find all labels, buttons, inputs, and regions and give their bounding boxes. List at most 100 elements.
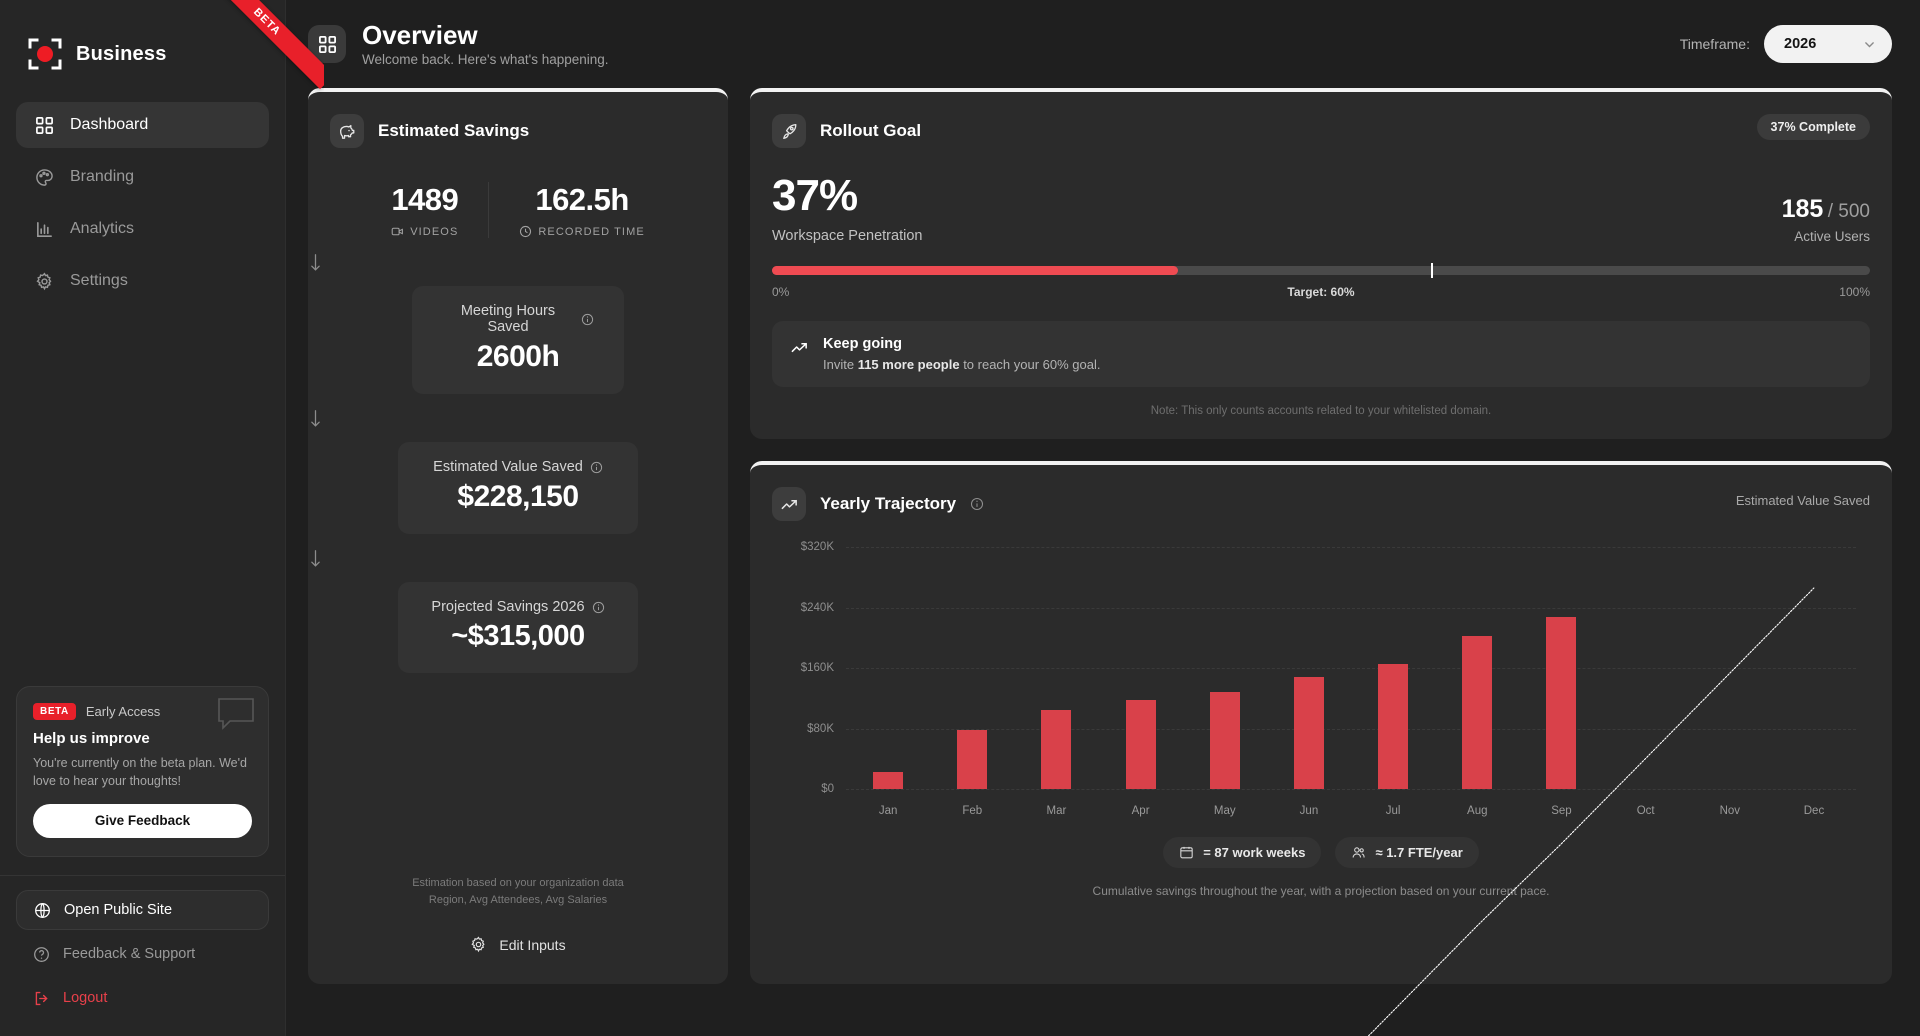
rollout-goal-card: Rollout Goal 37% Complete 37% Workspace …: [750, 88, 1892, 439]
chart-bar[interactable]: [1209, 692, 1240, 789]
timeframe-value: 2026: [1784, 36, 1817, 52]
chart-y-tick: $320K: [800, 541, 834, 553]
keep-going-title: Keep going: [823, 336, 902, 352]
kg-prefix: Invite: [823, 357, 858, 372]
chart-bar-column[interactable]: [1351, 547, 1435, 789]
sidebar-spacer: [0, 304, 285, 686]
chart-bar[interactable]: [1041, 709, 1072, 789]
grid-icon: [34, 115, 54, 135]
help-circle-icon: [32, 945, 50, 963]
chart-x-tick: Apr: [1131, 805, 1150, 817]
chart-bar-column[interactable]: [1435, 547, 1519, 789]
beta-early-access-card: BETA Early Access Help us improve You're…: [16, 685, 269, 857]
chart-y-tick: $80K: [807, 722, 834, 735]
beta-card-header: BETA Early Access: [33, 702, 252, 720]
chart-bar-column[interactable]: [1688, 547, 1772, 789]
status-badge: 37% Complete: [1756, 114, 1870, 140]
chart-bar-column[interactable]: [1014, 547, 1098, 789]
chart-bar-column[interactable]: [1267, 547, 1351, 789]
sidebar-nav: Dashboard Branding Analytics: [0, 102, 285, 304]
chart-x-tick: Feb: [962, 805, 983, 817]
globe-icon: [33, 901, 51, 919]
chart-y-axis: $0 $80K $160K $240K $320K: [776, 541, 840, 795]
gear-icon: [34, 271, 54, 291]
chart-bar[interactable]: [1378, 664, 1409, 789]
rollout-progress: 0% Target: 60% 100%: [772, 263, 1870, 299]
chart-bar-column[interactable]: [846, 547, 930, 789]
chart-bar[interactable]: [873, 772, 904, 789]
beta-card-description: You're currently on the beta plan. We'd …: [33, 755, 247, 788]
chart-gridline: [846, 668, 1856, 669]
record-dot-icon: [28, 37, 62, 71]
estimation-note-line2: Region, Avg Attendees, Avg Salaries: [428, 893, 608, 906]
logout-icon: [32, 989, 50, 1007]
chart-x-tick: Aug: [1467, 805, 1488, 817]
users-icon: [1351, 845, 1366, 860]
progress-max-label: 100%: [1839, 285, 1870, 299]
chart-bar[interactable]: [1293, 677, 1324, 789]
sidebar-item-dashboard[interactable]: Dashboard: [16, 102, 269, 148]
edit-inputs-button[interactable]: Edit Inputs: [470, 936, 566, 953]
sidebar-item-analytics[interactable]: Analytics: [16, 206, 269, 252]
info-icon[interactable]: [590, 461, 603, 474]
info-icon[interactable]: [592, 601, 605, 614]
card-header: Yearly Trajectory: [750, 465, 1892, 521]
sidebar-footer: Open Public Site Feedback & Support Logo…: [0, 890, 285, 1036]
timeframe-select[interactable]: 2026: [1764, 25, 1892, 63]
clock-icon: [519, 225, 532, 238]
stat-value: 1489: [391, 182, 459, 217]
beta-badge: BETA: [33, 702, 76, 720]
chart-x-tick: Mar: [1046, 805, 1067, 817]
card-title: Yearly Trajectory: [820, 494, 957, 513]
sidebar-item-branding[interactable]: Branding: [16, 154, 269, 200]
timeframe-control: Timeframe: 2026: [1680, 25, 1892, 63]
arrow-down-icon: [308, 252, 728, 274]
logout-button[interactable]: Logout: [16, 978, 269, 1018]
chart-chips: = 87 work weeks ≈ 1.7 FTE/year: [750, 837, 1892, 868]
sidebar-item-settings[interactable]: Settings: [16, 258, 269, 304]
info-icon[interactable]: [581, 313, 594, 326]
footer-item-label: Feedback & Support: [63, 946, 196, 962]
kg-strong: 115 more people: [857, 357, 960, 372]
chart-bar-column[interactable]: [1772, 547, 1856, 789]
chip-label: ≈ 1.7 FTE/year: [1375, 845, 1463, 860]
palette-icon: [34, 167, 54, 187]
kpi-label: Projected Savings 2026: [431, 599, 585, 615]
rollout-penetration: 37% Workspace Penetration: [772, 171, 923, 245]
chart-bar-column[interactable]: [1099, 547, 1183, 789]
chart-x-tick: May: [1213, 805, 1236, 817]
sidebar-item-label: Dashboard: [70, 116, 149, 133]
chart-bar[interactable]: [1125, 699, 1156, 789]
page-subtitle: Welcome back. Here's what's happening.: [362, 52, 609, 68]
kpi-label: Estimated Value Saved: [433, 459, 583, 475]
active-users-label: Active Users: [1794, 229, 1870, 244]
left-column: Estimated Savings 1489 VIDEOS: [308, 88, 728, 984]
chart-bar-column[interactable]: [1519, 547, 1603, 789]
page-header-text: Overview Welcome back. Here's what's hap…: [362, 21, 609, 68]
open-public-site-button[interactable]: Open Public Site: [16, 890, 269, 930]
calendar-icon: [1179, 845, 1194, 860]
stat-label: VIDEOS: [410, 225, 459, 238]
progress-target-marker: [1430, 263, 1433, 278]
chart-bar-column[interactable]: [930, 547, 1014, 789]
chart-y-tick: $0: [821, 783, 834, 795]
rollout-subtitle: Workspace Penetration: [772, 228, 923, 244]
progress-min-label: 0%: [772, 285, 790, 299]
chart-bar-column[interactable]: [1604, 547, 1688, 789]
chart-bar[interactable]: [1546, 616, 1577, 789]
rollout-percent: 37%: [772, 171, 858, 220]
stat-label-wrap: RECORDED TIME: [519, 225, 644, 238]
give-feedback-button[interactable]: Give Feedback: [33, 804, 252, 838]
brand[interactable]: Business: [0, 0, 285, 82]
chart-bar[interactable]: [1462, 636, 1493, 789]
chart-y-tick: $240K: [800, 601, 834, 614]
dashboard-grid: Estimated Savings 1489 VIDEOS: [286, 88, 1920, 984]
info-icon[interactable]: [970, 497, 984, 511]
chart-bar-column[interactable]: [1183, 547, 1267, 789]
chart-x-tick: Jul: [1385, 805, 1401, 817]
kpi-value: $228,150: [457, 480, 579, 513]
feedback-support-button[interactable]: Feedback & Support: [16, 934, 269, 974]
chevron-down-icon: [1863, 38, 1876, 51]
kg-suffix: to reach your 60% goal.: [959, 357, 1101, 372]
chart-bar[interactable]: [957, 730, 988, 789]
